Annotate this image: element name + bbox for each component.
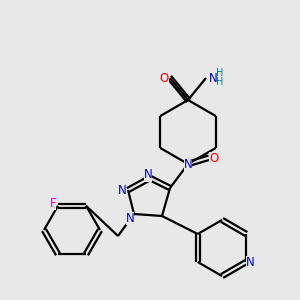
Text: N: N [126, 212, 134, 224]
Text: N: N [184, 158, 192, 170]
Text: N: N [246, 256, 255, 268]
Text: H: H [216, 77, 224, 87]
Text: F: F [50, 197, 56, 210]
Text: N: N [209, 71, 218, 85]
Text: N: N [118, 184, 126, 196]
Text: N: N [144, 169, 152, 182]
Text: H: H [216, 68, 224, 78]
Text: O: O [159, 71, 169, 85]
Text: O: O [209, 152, 219, 164]
